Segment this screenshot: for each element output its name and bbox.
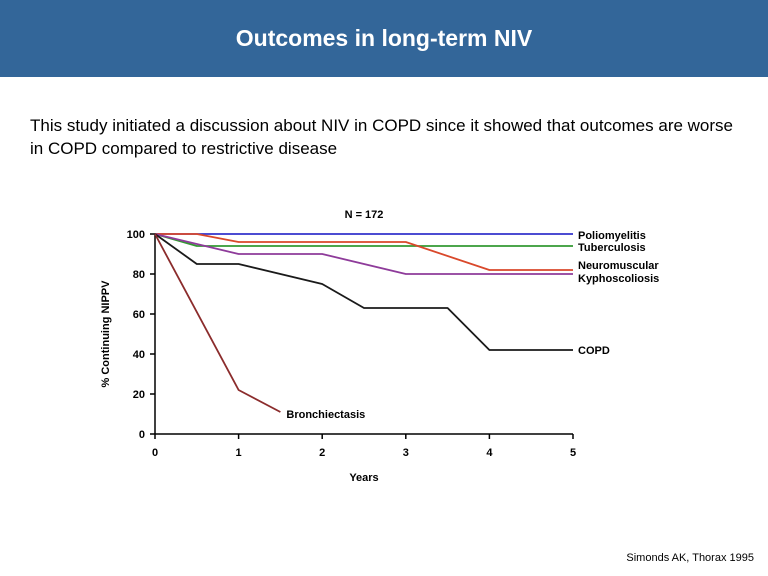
x-tick-label: 4 <box>486 447 493 459</box>
x-tick-label: 2 <box>319 447 325 459</box>
y-tick-label: 60 <box>133 309 145 321</box>
series-label-poliomyelitis: Poliomyelitis <box>578 230 646 242</box>
y-axis-label: % Continuing NIPPV <box>100 280 112 388</box>
series-line-kyphoscoliosis <box>154 233 573 275</box>
series-line-bronchiectasis <box>154 233 281 413</box>
series-line-neuromuscular <box>155 233 573 271</box>
series-label-copd: COPD <box>578 345 610 357</box>
series-line-tuberculosis <box>154 233 573 247</box>
y-tick-label: 80 <box>133 269 145 281</box>
chart-title: N = 172 <box>345 209 384 221</box>
citation: Simonds AK, Thorax 1995 <box>626 552 754 564</box>
y-tick-label: 40 <box>133 349 145 361</box>
x-tick-label: 3 <box>403 447 409 459</box>
series-label-neuromuscular: Neuromuscular <box>578 260 659 272</box>
series-line-copd <box>154 233 573 351</box>
x-tick-label: 5 <box>570 447 576 459</box>
y-tick-label: 20 <box>133 389 145 401</box>
title-bar <box>0 0 768 77</box>
series-label-bronchiectasis: Bronchiectasis <box>286 409 365 421</box>
slide-title: Outcomes in long-term NIV <box>235 25 533 51</box>
x-axis-label: Years <box>349 472 378 484</box>
y-tick-label: 0 <box>139 429 145 441</box>
body-text: This study initiated a discussion about … <box>30 116 734 158</box>
y-tick-label: 100 <box>127 229 145 241</box>
x-tick-label: 0 <box>152 447 158 459</box>
x-tick-label: 1 <box>236 447 242 459</box>
series-label-tuberculosis: Tuberculosis <box>578 242 646 254</box>
series-label-kyphoscoliosis: Kyphoscoliosis <box>578 273 659 285</box>
